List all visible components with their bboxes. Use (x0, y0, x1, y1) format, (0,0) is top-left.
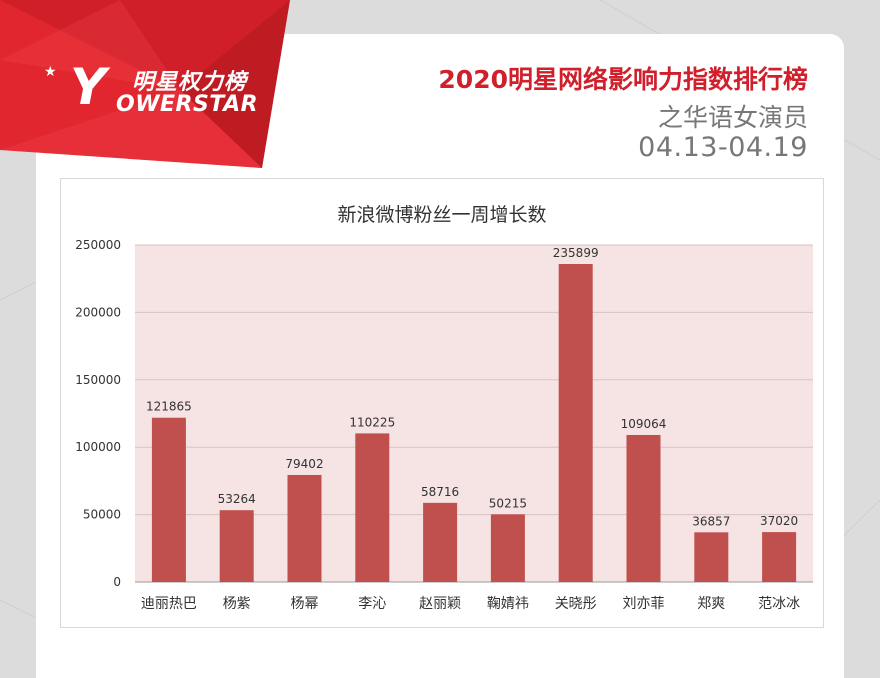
x-tick-label: 李沁 (358, 596, 386, 612)
x-tick-label: 杨紫 (223, 596, 251, 612)
data-label: 110225 (349, 415, 395, 429)
chart-title: 新浪微博粉丝一周增长数 (337, 204, 546, 226)
page-subtitle: 之华语女演员 (657, 103, 808, 132)
x-tick-label: 杨幂 (291, 596, 319, 612)
bar (694, 532, 729, 582)
data-label: 53264 (218, 492, 256, 506)
logo-english-name: OWERSTAR (116, 92, 259, 117)
bar (287, 474, 322, 582)
logo-chinese-name: 明星权力榜 (132, 70, 248, 95)
bar (423, 502, 458, 582)
x-tick-label: 范冰冰 (758, 595, 800, 612)
y-tick-label: 150000 (75, 373, 121, 387)
x-tick-label: 迪丽热巴 (141, 596, 197, 612)
page-title: 2020明星网络影响力指数排行榜 (438, 65, 808, 94)
brand-banner (0, 0, 290, 168)
data-label: 109064 (621, 417, 667, 431)
bar (762, 532, 797, 582)
date-range: 04.13-04.19 (638, 132, 808, 163)
x-tick-label: 关晓彤 (555, 596, 597, 612)
bar-chart: 新浪微博粉丝一周增长数 121865 53264 79402 110225 58716 5… (75, 204, 813, 612)
data-label: 235899 (553, 246, 599, 260)
bar (151, 417, 186, 582)
bar (626, 434, 661, 582)
bar (558, 264, 593, 582)
data-label: 121865 (146, 400, 192, 414)
x-tick-label: 鞠婧祎 (487, 596, 529, 612)
logo-star-icon: ★ (44, 64, 57, 80)
data-label: 58716 (421, 485, 459, 499)
x-tick-label: 赵丽颖 (419, 596, 461, 612)
y-tick-label: 0 (113, 575, 121, 589)
data-label: 79402 (285, 457, 323, 471)
data-label: 37020 (760, 514, 798, 528)
x-tick-label: 郑爽 (697, 596, 725, 612)
y-tick-label: 200000 (75, 305, 121, 319)
bar (219, 510, 254, 582)
y-tick-label: 50000 (83, 508, 121, 522)
bar (355, 433, 390, 582)
data-label: 36857 (692, 514, 730, 528)
y-tick-label: 100000 (75, 440, 121, 454)
x-tick-label: 刘亦菲 (623, 596, 665, 612)
logo-y-letter: Y (70, 58, 107, 116)
bar (490, 514, 525, 582)
y-tick-label: 250000 (75, 238, 121, 252)
data-label: 50215 (489, 496, 527, 510)
chart-container: 新浪微博粉丝一周增长数 121865 53264 79402 110225 58716 5… (60, 178, 824, 628)
